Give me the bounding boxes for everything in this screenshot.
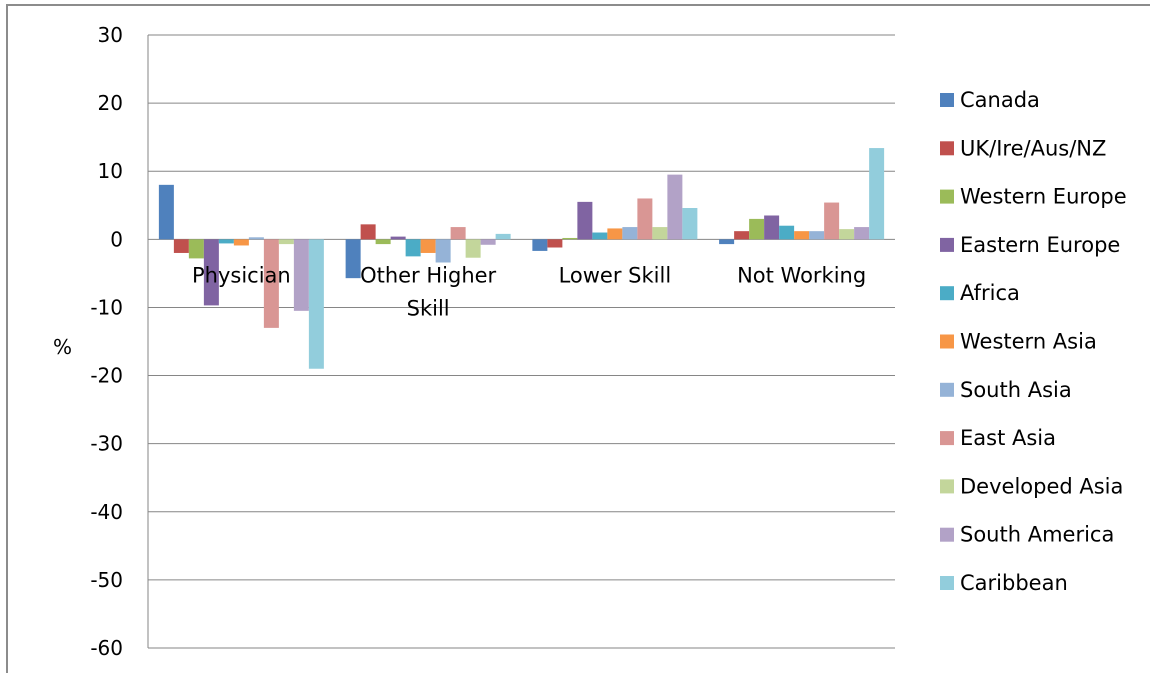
- legend-swatch: [940, 286, 954, 301]
- bar: [308, 239, 324, 369]
- bar: [734, 231, 750, 240]
- bar: [764, 215, 780, 240]
- legend-label: UK/Ire/Aus/NZ: [960, 136, 1106, 160]
- bar: [465, 239, 481, 258]
- y-axis-label: %: [53, 335, 72, 359]
- bar: [263, 239, 279, 328]
- bar: [218, 239, 234, 244]
- category-label: Not Working: [737, 263, 866, 287]
- legend-swatch: [940, 189, 954, 204]
- category-label: Lower Skill: [559, 263, 672, 287]
- category-label: Other Higher: [360, 263, 496, 287]
- legend-label: South America: [960, 523, 1114, 547]
- category-labels: Physician Other Higher Skill Lower Skill Not…: [192, 263, 866, 320]
- legend-swatch: [940, 527, 954, 542]
- bar: [248, 237, 264, 240]
- bar: [779, 225, 795, 240]
- bar: [173, 239, 189, 253]
- bar: [405, 239, 421, 257]
- bar: [682, 208, 698, 240]
- chart-frame: [6, 4, 1150, 673]
- legend-swatch: [940, 93, 954, 107]
- y-tick-label: -40: [90, 500, 123, 524]
- legend-swatch: [940, 382, 954, 397]
- y-tick-label: 0: [110, 227, 123, 251]
- bar: [480, 239, 496, 245]
- bar: [562, 237, 578, 240]
- bar: [375, 239, 391, 245]
- bar: [435, 239, 451, 263]
- bar: [345, 239, 361, 279]
- legend-label: Africa: [960, 281, 1020, 305]
- bars: [158, 148, 885, 369]
- legend-swatch: [940, 334, 954, 349]
- bar: [719, 239, 735, 245]
- bar: [592, 232, 608, 240]
- legend-label: Eastern Europe: [960, 233, 1120, 257]
- bar: [824, 202, 840, 240]
- bar: [749, 218, 765, 240]
- bar: [188, 239, 204, 259]
- legend-label: Caribbean: [960, 571, 1068, 595]
- legend-swatch: [940, 431, 954, 446]
- bar: [577, 201, 593, 240]
- bar: [854, 227, 870, 240]
- bar: [420, 239, 436, 253]
- y-tick-label: -60: [90, 636, 123, 660]
- legend-swatch: [940, 576, 954, 590]
- y-tick-label: 10: [98, 159, 123, 183]
- bar: [203, 239, 219, 306]
- bar: [293, 239, 309, 311]
- bar: [809, 231, 825, 240]
- bar: [532, 239, 548, 251]
- bar: [547, 239, 563, 248]
- legend-label: Canada: [960, 88, 1040, 112]
- y-tick-label: -50: [90, 568, 123, 592]
- y-tick-label: 30: [98, 23, 123, 47]
- bar: [450, 227, 466, 240]
- legend-label: East Asia: [960, 426, 1056, 450]
- legend-swatch: [940, 141, 954, 156]
- bar: [495, 233, 511, 240]
- bar: [622, 227, 638, 240]
- legend-label: Western Asia: [960, 330, 1097, 354]
- bar: [869, 148, 885, 240]
- legend-swatch: [940, 237, 954, 252]
- bar: [233, 239, 249, 246]
- category-label: Physician: [192, 263, 291, 287]
- bar: [158, 184, 174, 240]
- category-label: Skill: [407, 296, 450, 320]
- legend-label: Western Europe: [960, 185, 1127, 209]
- bar: [607, 228, 623, 240]
- bar: [652, 227, 668, 240]
- bar: [839, 229, 855, 240]
- bar: [360, 224, 376, 240]
- bar: [667, 174, 683, 240]
- legend-swatch: [940, 479, 954, 494]
- legend-label: Developed Asia: [960, 474, 1123, 498]
- y-tick-label: -30: [90, 432, 123, 456]
- gridlines: [147, 34, 895, 649]
- bar: [794, 231, 810, 240]
- bar: [390, 236, 406, 240]
- y-tick-label: -10: [90, 295, 123, 319]
- legend-label: South Asia: [960, 378, 1072, 402]
- bar: [637, 198, 653, 240]
- y-tick-label: 20: [98, 91, 123, 115]
- bar: [278, 239, 294, 245]
- legend: Canada UK/Ire/Aus/NZ Western Europe Eastern…: [940, 88, 1127, 595]
- y-axis-ticks: 30 20 10 0 -10 -20 -30 -40 -50 -60: [90, 23, 123, 660]
- y-tick-label: -20: [90, 364, 123, 388]
